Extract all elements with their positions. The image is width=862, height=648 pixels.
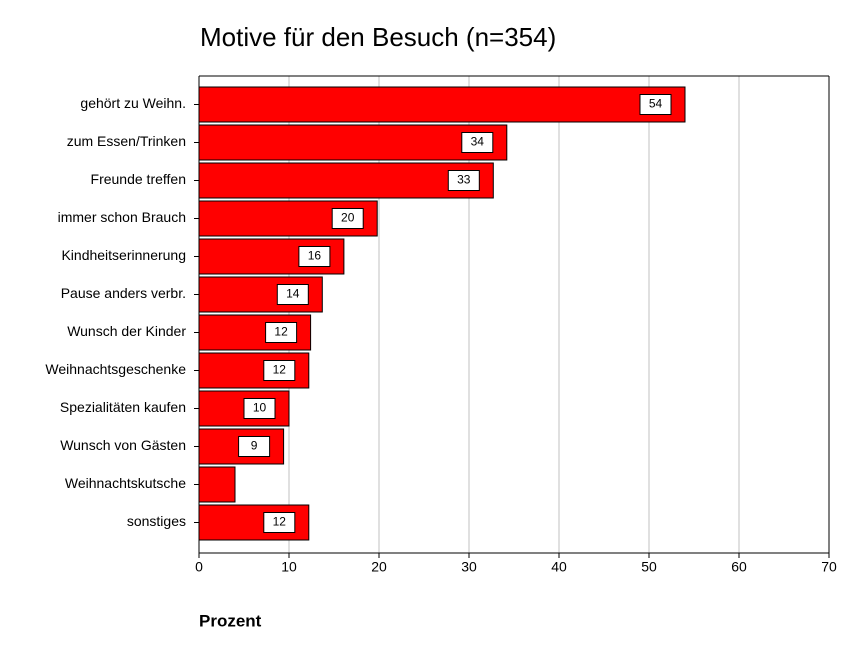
- value-label: 34: [471, 135, 485, 149]
- value-label-box: [265, 322, 298, 343]
- value-label: 12: [273, 363, 287, 377]
- value-label: 20: [341, 211, 355, 225]
- value-label: 14: [286, 287, 300, 301]
- y-tick-label: Pause anders verbr.: [61, 285, 186, 301]
- value-label-box: [639, 94, 672, 115]
- y-tick-label: immer schon Brauch: [58, 209, 186, 225]
- value-label: 54: [649, 97, 663, 111]
- bar: [198, 162, 494, 199]
- y-tick-label: Weihnachtskutsche: [65, 475, 186, 491]
- x-tick-label: 30: [461, 559, 477, 575]
- y-tick-label: zum Essen/Trinken: [67, 133, 186, 149]
- value-label: 16: [308, 249, 322, 263]
- x-tick-label: 40: [551, 559, 567, 575]
- x-tick-label: 70: [821, 559, 837, 575]
- value-label: 12: [273, 515, 287, 529]
- y-tick-label: Freunde treffen: [91, 171, 186, 187]
- x-axis-label: Prozent: [199, 611, 262, 630]
- value-label-box: [331, 208, 364, 229]
- x-tick-label: 60: [731, 559, 747, 575]
- value-label-box: [461, 132, 494, 153]
- value-label-box: [276, 284, 309, 305]
- value-label: 9: [251, 439, 258, 453]
- value-label: 12: [274, 325, 288, 339]
- x-tick-label: 50: [641, 559, 657, 575]
- bar: [198, 504, 310, 541]
- value-label: 33: [457, 173, 471, 187]
- x-tick-label: 10: [281, 559, 297, 575]
- value-label-box: [447, 170, 480, 191]
- bar: [198, 466, 236, 503]
- chart-title: Motive für den Besuch (n=354): [200, 22, 556, 52]
- y-tick-label: gehört zu Weihn.: [80, 95, 186, 111]
- x-tick-label: 0: [195, 559, 203, 575]
- value-label-box: [263, 360, 296, 381]
- y-tick-label: Kindheitserinnerung: [61, 247, 186, 263]
- x-tick-label: 20: [371, 559, 387, 575]
- y-tick-label: Weihnachtsgeschenke: [45, 361, 186, 377]
- value-label-box: [263, 512, 296, 533]
- y-tick-label: sonstiges: [127, 513, 186, 529]
- y-tick-label: Spezialitäten kaufen: [60, 399, 186, 415]
- value-label-box: [298, 246, 331, 267]
- bar: [198, 124, 508, 161]
- y-tick-label: Wunsch der Kinder: [67, 323, 186, 339]
- value-label-box: [238, 436, 271, 457]
- value-label-box: [243, 398, 276, 419]
- y-tick-label: Wunsch von Gästen: [60, 437, 186, 453]
- value-label: 10: [253, 401, 267, 415]
- bar: [198, 86, 686, 123]
